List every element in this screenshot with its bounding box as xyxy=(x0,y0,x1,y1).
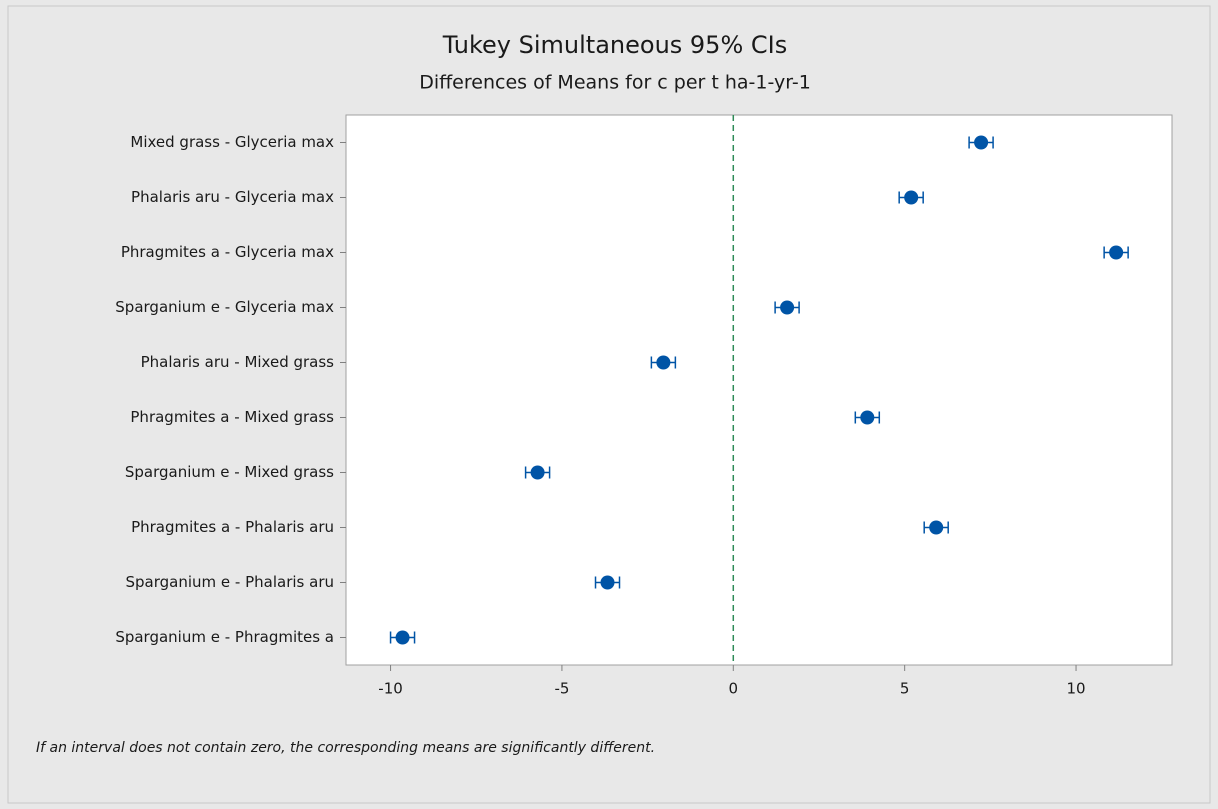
x-tick-label: 10 xyxy=(1066,680,1085,698)
y-tick-label: Sparganium e - Phragmites a xyxy=(115,628,334,646)
chart-title: Tukey Simultaneous 95% CIs xyxy=(442,31,787,59)
y-tick-label: Phragmites a - Mixed grass xyxy=(130,408,334,426)
point xyxy=(860,410,875,425)
point xyxy=(530,465,545,480)
y-tick-label: Phragmites a - Phalaris aru xyxy=(131,518,334,536)
y-tick-label: Phragmites a - Glyceria max xyxy=(121,243,334,261)
y-tick-label: Mixed grass - Glyceria max xyxy=(130,133,334,151)
point xyxy=(395,630,410,645)
chart-subtitle: Differences of Means for c per t ha-1-yr… xyxy=(419,72,811,94)
y-tick-label: Sparganium e - Phalaris aru xyxy=(126,573,334,591)
x-tick-label: -5 xyxy=(554,680,569,698)
point xyxy=(974,135,989,150)
point xyxy=(1109,245,1124,260)
y-tick-label: Sparganium e - Glyceria max xyxy=(115,298,334,316)
x-tick-label: -10 xyxy=(378,680,403,698)
y-tick-label: Sparganium e - Mixed grass xyxy=(125,463,334,481)
point xyxy=(600,575,615,590)
x-tick-label: 5 xyxy=(900,680,910,698)
point xyxy=(780,300,795,315)
y-tick-label: Phalaris aru - Glyceria max xyxy=(131,188,334,206)
point xyxy=(929,520,944,535)
point xyxy=(656,355,671,370)
footnote: If an interval does not contain zero, th… xyxy=(36,740,655,756)
x-tick-label: 0 xyxy=(729,680,739,698)
plot-area xyxy=(345,114,1173,666)
point xyxy=(904,190,919,205)
y-tick-label: Phalaris aru - Mixed grass xyxy=(141,353,335,371)
